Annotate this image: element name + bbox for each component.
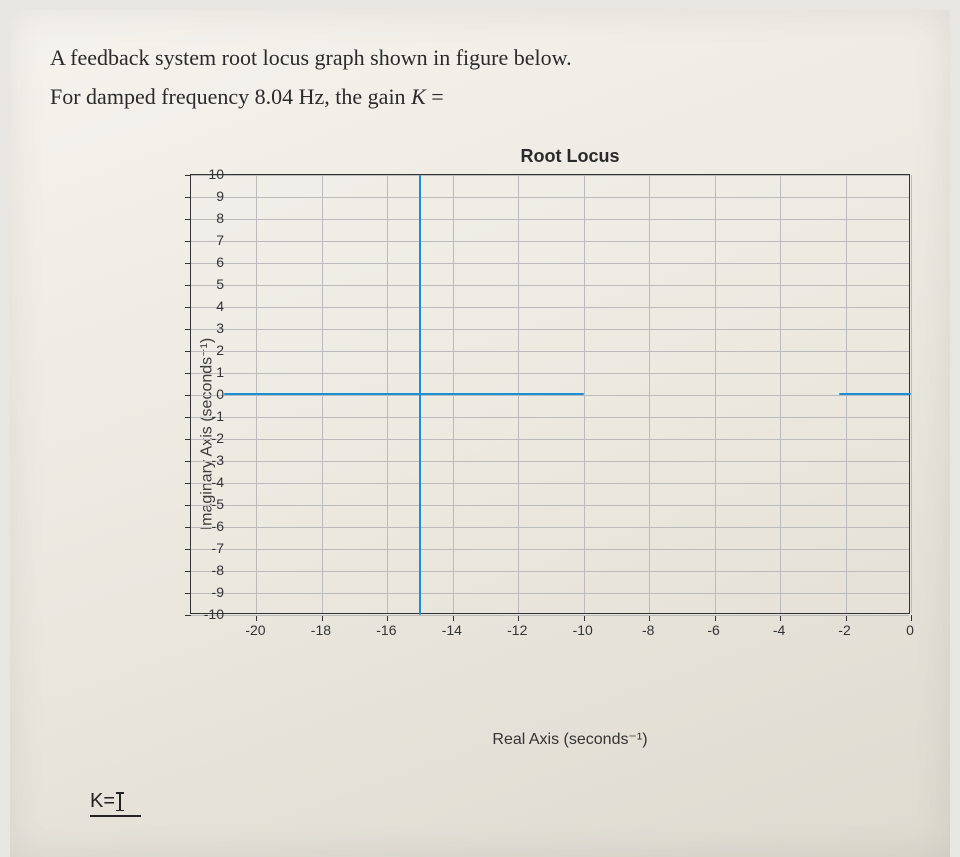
tick-mark bbox=[185, 439, 191, 440]
x-tick-label: -4 bbox=[773, 622, 785, 638]
tick-mark bbox=[185, 329, 191, 330]
gridline-horizontal bbox=[191, 263, 909, 264]
question-suffix: = bbox=[426, 84, 444, 109]
root-locus-chart: Root Locus Imaginary Axis (seconds⁻¹) Re… bbox=[190, 174, 950, 694]
tick-mark bbox=[185, 285, 191, 286]
y-tick-label: -4 bbox=[194, 474, 224, 490]
y-tick-label: 6 bbox=[194, 254, 224, 270]
tick-mark bbox=[185, 527, 191, 528]
y-tick-label: 3 bbox=[194, 320, 224, 336]
y-tick-label: -2 bbox=[194, 430, 224, 446]
tick-mark bbox=[185, 175, 191, 176]
tick-mark bbox=[185, 571, 191, 572]
tick-mark bbox=[911, 615, 912, 621]
y-tick-label: 1 bbox=[194, 364, 224, 380]
y-tick-label: -3 bbox=[194, 452, 224, 468]
y-tick-label: 0 bbox=[194, 386, 224, 402]
y-tick-label: 10 bbox=[194, 166, 224, 182]
x-tick-label: -6 bbox=[707, 622, 719, 638]
tick-mark bbox=[185, 351, 191, 352]
tick-mark bbox=[185, 417, 191, 418]
tick-mark bbox=[185, 197, 191, 198]
gridline-horizontal bbox=[191, 571, 909, 572]
gridline-horizontal bbox=[191, 329, 909, 330]
tick-mark bbox=[185, 505, 191, 506]
gridline-horizontal bbox=[191, 285, 909, 286]
gridline-horizontal bbox=[191, 417, 909, 418]
x-tick-label: 0 bbox=[906, 622, 914, 638]
gridline-horizontal bbox=[191, 175, 909, 176]
tick-mark bbox=[185, 615, 191, 616]
gridline-horizontal bbox=[191, 197, 909, 198]
y-tick-label: -8 bbox=[194, 562, 224, 578]
x-tick-label: -8 bbox=[642, 622, 654, 638]
x-tick-label: -18 bbox=[311, 622, 331, 638]
x-tick-label: -14 bbox=[442, 622, 462, 638]
root-locus-segment bbox=[224, 393, 584, 395]
gridline-vertical bbox=[911, 175, 912, 613]
gridline-horizontal bbox=[191, 483, 909, 484]
y-tick-label: -10 bbox=[194, 606, 224, 622]
y-tick-label: -5 bbox=[194, 496, 224, 512]
x-tick-label: -16 bbox=[376, 622, 396, 638]
gridline-horizontal bbox=[191, 307, 909, 308]
tick-mark bbox=[185, 461, 191, 462]
gridline-horizontal bbox=[191, 373, 909, 374]
gridline-horizontal bbox=[191, 351, 909, 352]
y-tick-label: 7 bbox=[194, 232, 224, 248]
answer-input-row[interactable]: K= bbox=[90, 790, 141, 817]
page: A feedback system root locus graph shown… bbox=[10, 10, 950, 857]
x-tick-label: -10 bbox=[573, 622, 593, 638]
y-tick-label: 8 bbox=[194, 210, 224, 226]
y-tick-label: 4 bbox=[194, 298, 224, 314]
tick-mark bbox=[185, 373, 191, 374]
y-tick-label: -9 bbox=[194, 584, 224, 600]
y-tick-label: 9 bbox=[194, 188, 224, 204]
answer-label: K= bbox=[90, 790, 115, 812]
plot-area bbox=[190, 174, 910, 614]
question-line-1: A feedback system root locus graph shown… bbox=[50, 40, 910, 75]
y-tick-label: -6 bbox=[194, 518, 224, 534]
x-tick-label: -2 bbox=[838, 622, 850, 638]
y-tick-label: -7 bbox=[194, 540, 224, 556]
tick-mark bbox=[185, 219, 191, 220]
gridline-horizontal bbox=[191, 527, 909, 528]
root-locus-segment bbox=[839, 393, 911, 395]
gain-variable: K bbox=[411, 84, 426, 109]
y-tick-label: 5 bbox=[194, 276, 224, 292]
x-tick-label: -20 bbox=[245, 622, 265, 638]
gridline-horizontal bbox=[191, 395, 909, 396]
root-locus-segment bbox=[419, 175, 421, 615]
tick-mark bbox=[185, 593, 191, 594]
tick-mark bbox=[185, 395, 191, 396]
y-tick-label: 2 bbox=[194, 342, 224, 358]
gridline-horizontal bbox=[191, 461, 909, 462]
tick-mark bbox=[185, 307, 191, 308]
y-tick-label: -1 bbox=[194, 408, 224, 424]
question-line-2: For damped frequency 8.04 Hz, the gain K… bbox=[50, 79, 910, 114]
gridline-horizontal bbox=[191, 439, 909, 440]
tick-mark bbox=[185, 263, 191, 264]
tick-mark bbox=[185, 241, 191, 242]
chart-title: Root Locus bbox=[190, 146, 950, 167]
x-axis-label: Real Axis (seconds⁻¹) bbox=[190, 729, 950, 749]
tick-mark bbox=[185, 549, 191, 550]
gridline-horizontal bbox=[191, 241, 909, 242]
x-tick-label: -12 bbox=[507, 622, 527, 638]
gridline-horizontal bbox=[191, 505, 909, 506]
question-prefix: For damped frequency 8.04 Hz, the gain bbox=[50, 84, 411, 109]
tick-mark bbox=[185, 483, 191, 484]
gridline-horizontal bbox=[191, 615, 909, 616]
gridline-horizontal bbox=[191, 593, 909, 594]
gridline-horizontal bbox=[191, 219, 909, 220]
text-cursor-icon bbox=[119, 793, 121, 811]
gridline-horizontal bbox=[191, 549, 909, 550]
